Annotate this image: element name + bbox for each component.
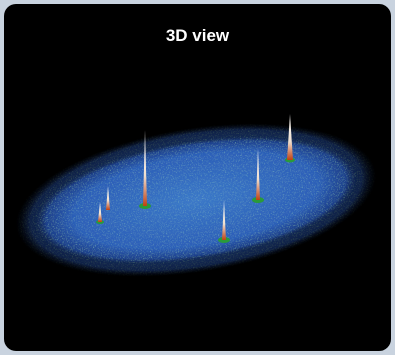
3d-view-panel: 3D view (4, 4, 391, 351)
view-title: 3D view (165, 26, 230, 45)
surface-plot (15, 114, 377, 277)
peaks (96, 114, 295, 243)
fluorescence-surface (15, 123, 377, 277)
